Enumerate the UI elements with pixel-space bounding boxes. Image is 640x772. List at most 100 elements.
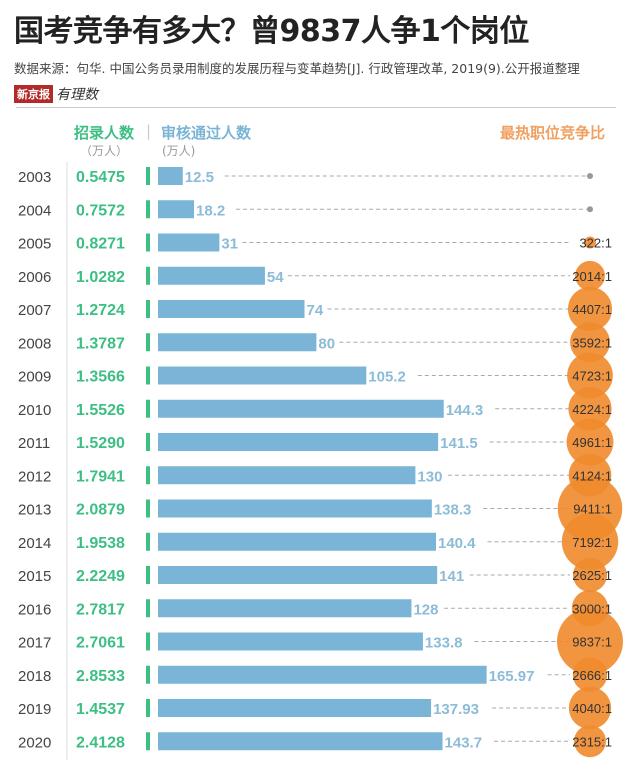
recruit-marker bbox=[146, 433, 150, 451]
chart-title: 国考竞争有多大？曾9837人争1个岗位 bbox=[14, 14, 529, 49]
ratio-label: 2014:1 bbox=[572, 269, 612, 284]
ratio-label: 2666:1 bbox=[572, 668, 612, 683]
approved-bar bbox=[158, 433, 439, 451]
ratio-bubble bbox=[570, 322, 610, 363]
empty-marker bbox=[587, 206, 593, 213]
ratio-bubble bbox=[561, 513, 619, 570]
recruit-marker bbox=[146, 333, 150, 352]
ratio-label: 3592:1 bbox=[572, 335, 612, 350]
recruit-label: 2.4128 bbox=[76, 734, 125, 751]
recruit-label: 1.7941 bbox=[76, 468, 125, 485]
approved-label: 18.2 bbox=[196, 202, 225, 219]
recruit-label: 0.7572 bbox=[76, 202, 125, 219]
approved-label: 140.4 bbox=[438, 535, 476, 552]
year-label: 2017 bbox=[18, 635, 51, 652]
recruit-marker bbox=[146, 399, 150, 418]
ratio-bubble bbox=[573, 725, 607, 758]
approved-label: 133.8 bbox=[425, 635, 463, 652]
recruit-label: 2.7061 bbox=[76, 635, 125, 652]
recruit-label: 1.2724 bbox=[76, 302, 125, 319]
recruit-marker bbox=[146, 499, 150, 518]
recruit-marker bbox=[146, 599, 150, 618]
legend-ratio: 最热职位竞争比 bbox=[500, 124, 606, 142]
ratio-label: 4124:1 bbox=[572, 468, 612, 483]
approved-label: 141.5 bbox=[440, 435, 478, 452]
approved-bar bbox=[158, 532, 436, 551]
recruit-marker bbox=[146, 167, 150, 185]
ratio-bubble bbox=[572, 557, 608, 593]
logo-column: 有理数 bbox=[56, 87, 98, 103]
recruit-label: 1.5526 bbox=[76, 402, 125, 419]
ratio-label: 4407:1 bbox=[572, 302, 612, 317]
ratio-bubble bbox=[568, 686, 612, 730]
legend-approved-unit: (万人) bbox=[162, 144, 196, 158]
approved-bar bbox=[158, 300, 305, 318]
approved-label: 143.7 bbox=[445, 734, 483, 751]
ratio-label: 4961:1 bbox=[572, 435, 612, 450]
data-source: 数据来源：句华. 中国公务员录用制度的发展历程与变革趋势[J]. 行政管理改革,… bbox=[14, 61, 580, 76]
approved-bar bbox=[158, 499, 432, 518]
recruit-marker bbox=[146, 699, 150, 717]
year-label: 2019 bbox=[18, 701, 51, 718]
ratio-bubble bbox=[566, 418, 614, 466]
year-label: 2018 bbox=[18, 668, 51, 685]
year-label: 2005 bbox=[18, 236, 51, 253]
approved-bar bbox=[158, 466, 416, 485]
recruit-label: 0.8271 bbox=[76, 236, 125, 253]
recruit-marker bbox=[146, 466, 150, 485]
year-label: 2020 bbox=[18, 734, 51, 751]
approved-bar bbox=[158, 665, 487, 684]
ratio-label: 322:1 bbox=[579, 236, 612, 251]
ratio-label: 4224:1 bbox=[572, 402, 612, 417]
recruit-label: 2.0879 bbox=[76, 502, 125, 519]
year-label: 2010 bbox=[18, 402, 51, 419]
year-label: 2004 bbox=[18, 202, 51, 219]
approved-bar bbox=[158, 366, 367, 385]
approved-label: 165.97 bbox=[489, 668, 535, 685]
recruit-marker bbox=[146, 632, 150, 651]
approved-bar bbox=[158, 399, 444, 418]
ratio-bubble bbox=[584, 236, 596, 249]
year-label: 2016 bbox=[18, 601, 51, 618]
approved-bar bbox=[158, 333, 317, 352]
approved-label: 80 bbox=[318, 335, 335, 352]
logo: 新京报 有理数 bbox=[14, 84, 98, 104]
approved-label: 12.5 bbox=[185, 169, 214, 186]
recruit-marker bbox=[146, 233, 150, 252]
legend-approved: 审核通过人数 bbox=[161, 124, 252, 142]
ratio-bubble bbox=[575, 260, 605, 291]
approved-bar bbox=[158, 732, 443, 751]
recruit-label: 1.5290 bbox=[76, 435, 125, 452]
year-label: 2014 bbox=[18, 535, 51, 552]
recruit-label: 2.7817 bbox=[76, 601, 125, 618]
approved-label: 137.93 bbox=[433, 701, 479, 718]
approved-label: 144.3 bbox=[446, 402, 484, 419]
approved-bar bbox=[158, 233, 220, 252]
recruit-label: 1.0282 bbox=[76, 269, 125, 286]
approved-label: 138.3 bbox=[434, 502, 472, 519]
approved-bar bbox=[158, 566, 438, 584]
ratio-label: 3000:1 bbox=[572, 601, 612, 616]
year-label: 2008 bbox=[18, 335, 51, 352]
ratio-bubble bbox=[572, 657, 608, 692]
legend-recruit-unit: （万人） bbox=[80, 144, 129, 158]
recruit-marker bbox=[146, 266, 150, 285]
year-label: 2007 bbox=[18, 302, 51, 319]
recruit-marker bbox=[146, 566, 150, 584]
recruit-marker bbox=[146, 665, 150, 684]
divider bbox=[16, 107, 616, 108]
recruit-label: 1.3566 bbox=[76, 369, 125, 386]
recruit-marker bbox=[146, 200, 150, 219]
approved-label: 54 bbox=[267, 269, 284, 286]
approved-bar bbox=[158, 699, 432, 717]
ratio-label: 2315:1 bbox=[572, 734, 612, 749]
legend-recruit: 招录人数 bbox=[74, 124, 135, 142]
legend-separator: | bbox=[146, 122, 152, 140]
year-label: 2003 bbox=[18, 169, 51, 186]
recruit-label: 1.3787 bbox=[76, 335, 125, 352]
recruit-label: 2.2249 bbox=[76, 568, 125, 585]
approved-label: 141 bbox=[439, 568, 464, 585]
ratio-bubble bbox=[568, 387, 612, 431]
approved-label: 74 bbox=[307, 302, 324, 319]
